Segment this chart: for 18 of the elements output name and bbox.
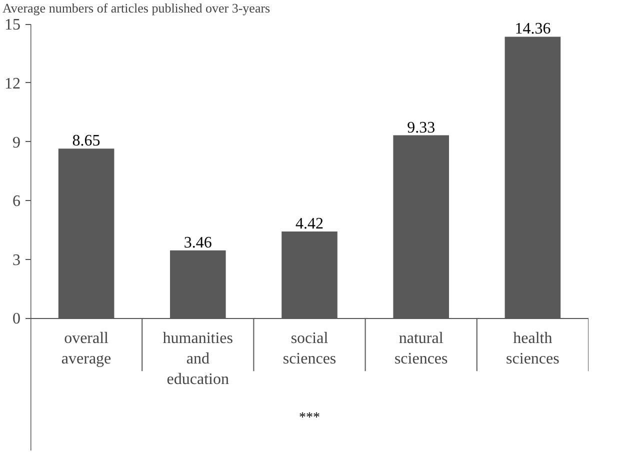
- y-tick-label: 15: [4, 16, 20, 34]
- x-tick-label: social sciences: [282, 330, 336, 368]
- x-tick-label: overall average: [61, 330, 112, 368]
- data-label: 8.65: [72, 132, 100, 150]
- x-axis-title: ***: [299, 410, 320, 426]
- x-tick-label: health sciences: [506, 330, 560, 368]
- data-label: 9.33: [407, 119, 436, 136]
- y-tick-label: 9: [12, 134, 20, 152]
- y-tick-label: 12: [4, 75, 20, 92]
- y-axis-title: Average numbers of articles published over 3-years: [2, 0, 270, 16]
- data-label: 14.36: [514, 20, 551, 38]
- y-tick-label: 6: [12, 193, 20, 210]
- data-label: 3.46: [184, 234, 212, 252]
- x-tick-label: humanities and education: [162, 330, 234, 388]
- data-label: 4.42: [296, 216, 324, 233]
- y-tick-label: 0: [12, 310, 20, 328]
- x-tick-label: natural sciences: [394, 330, 448, 368]
- y-tick-label: 3: [12, 252, 20, 269]
